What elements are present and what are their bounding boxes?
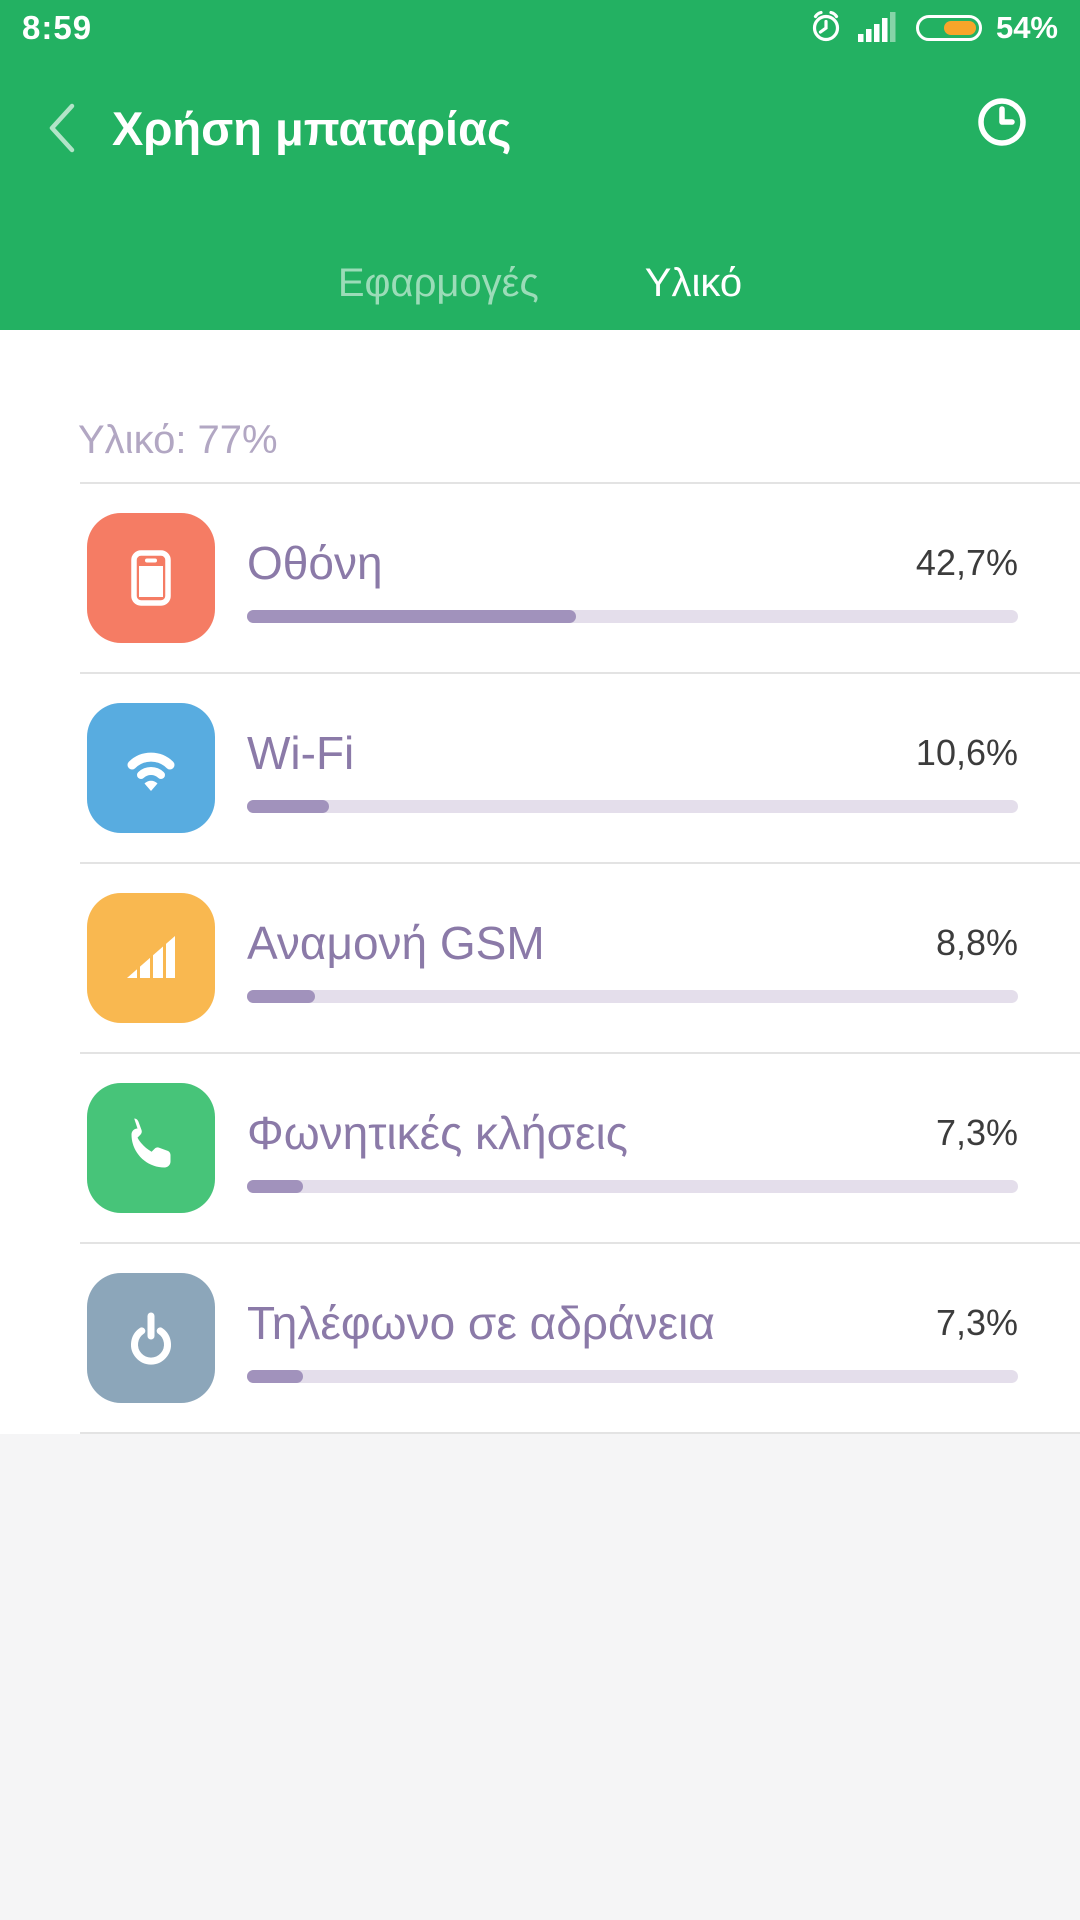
usage-bar [247, 800, 1018, 813]
item-percent: 10,6% [915, 732, 1018, 773]
list-item-phone-idle[interactable]: Τηλέφωνο σε αδράνεια 7,3% [0, 1244, 1080, 1432]
divider [80, 862, 1080, 864]
wifi-icon [87, 703, 215, 833]
item-percent: 7,3% [935, 1112, 1018, 1153]
battery-icon [915, 15, 982, 41]
tab-apps[interactable]: Εφαρμογές [337, 261, 539, 305]
tab-bar: Εφαρμογές Υλικό [0, 261, 1080, 306]
item-name: Οθόνη [247, 537, 383, 589]
divider [80, 672, 1080, 674]
battery-usage-list: Υλικό: 77% Οθόνη 42,7% Wi-Fi 10,6% [0, 330, 1080, 1434]
app-header: 8:59 [0, 0, 1080, 330]
list-item-wifi[interactable]: Wi-Fi 10,6% [0, 674, 1080, 862]
list-item-voice-calls[interactable]: Φωνητικές κλήσεις 7,3% [0, 1054, 1080, 1242]
usage-bar-fill [247, 610, 577, 623]
section-summary: Υλικό: 77% [78, 418, 278, 462]
divider [80, 482, 1080, 484]
item-percent: 8,8% [935, 922, 1018, 963]
back-button[interactable] [44, 100, 78, 156]
usage-bar [247, 990, 1018, 1003]
usage-bar [247, 1370, 1018, 1383]
gsm-signal-icon [87, 893, 215, 1023]
divider [80, 1432, 1080, 1434]
divider [80, 1052, 1080, 1054]
voice-call-icon [87, 1083, 215, 1213]
item-name: Wi-Fi [247, 727, 355, 779]
item-name: Αναμονή GSM [247, 917, 545, 969]
signal-strength-icon [857, 10, 902, 47]
usage-bar [247, 1180, 1018, 1193]
status-time: 8:59 [22, 9, 93, 46]
page-title: Χρήση μπαταρίας [112, 101, 512, 155]
item-percent: 42,7% [915, 542, 1018, 583]
usage-bar [247, 610, 1018, 623]
list-item-gsm[interactable]: Αναμονή GSM 8,8% [0, 864, 1080, 1052]
item-name: Τηλέφωνο σε αδράνεια [247, 1297, 715, 1349]
history-clock-icon[interactable] [974, 94, 1030, 150]
power-idle-icon [87, 1273, 215, 1403]
item-percent: 7,3% [935, 1302, 1018, 1343]
usage-bar-fill [247, 990, 315, 1003]
item-name: Φωνητικές κλήσεις [247, 1107, 628, 1159]
screen-icon [87, 513, 215, 643]
usage-bar-fill [247, 1370, 304, 1383]
battery-percent: 54% [995, 10, 1058, 45]
usage-bar-fill [247, 1180, 304, 1193]
alarm-icon [808, 7, 844, 50]
usage-bar-fill [247, 800, 329, 813]
tab-hardware[interactable]: Υλικό [644, 261, 743, 305]
battery-fill [943, 21, 976, 35]
list-item-screen[interactable]: Οθόνη 42,7% [0, 484, 1080, 672]
status-bar: 8:59 [0, 0, 1080, 56]
divider [80, 1242, 1080, 1244]
